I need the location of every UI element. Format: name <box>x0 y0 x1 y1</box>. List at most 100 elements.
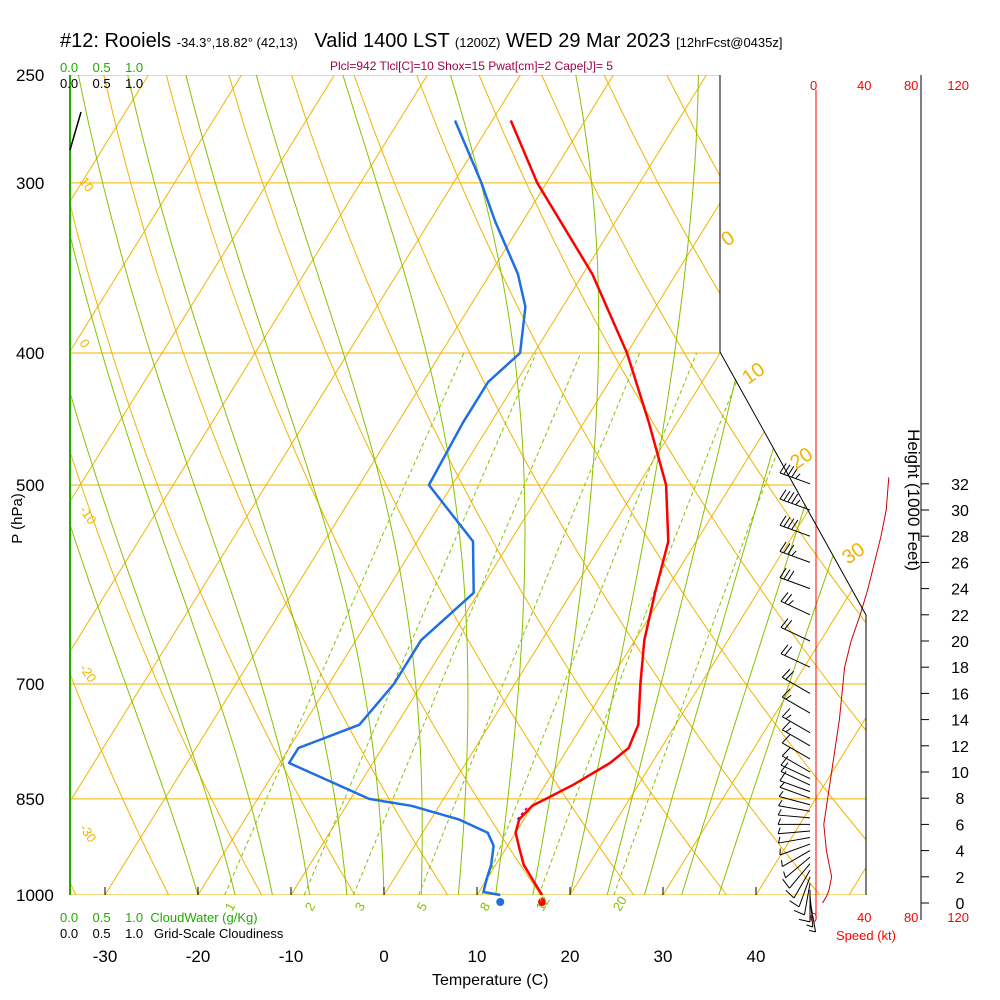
wind-barb <box>781 747 811 773</box>
wind-barb-staff <box>789 863 811 889</box>
wind-barb-staff <box>782 850 811 868</box>
wind-barb-feather <box>787 544 795 555</box>
dry-adiabat <box>70 75 356 895</box>
pressure-tick-label: 250 <box>16 66 44 85</box>
wind-barb <box>780 618 811 642</box>
wind-barb <box>781 668 811 694</box>
wind-barb-staff <box>780 600 811 616</box>
speed-label: Speed (kt) <box>836 928 896 943</box>
height-tick-label: 14 <box>951 713 969 730</box>
wind-barb-feather <box>780 618 789 628</box>
height-tick-label: 20 <box>951 634 969 651</box>
wind-barb-feather <box>785 889 795 899</box>
wind-barb <box>781 688 811 714</box>
wind-barb-feather <box>798 918 811 923</box>
wind-barb <box>782 863 811 889</box>
height-tick-label: 18 <box>951 660 969 677</box>
isotherm-line <box>662 75 866 895</box>
wind-barb-feather <box>795 473 801 479</box>
wind-barb-feather <box>789 900 800 908</box>
height-tick-label: 26 <box>951 555 969 572</box>
height-tick-label: 8 <box>956 791 965 808</box>
wind-barb-feather <box>806 924 813 928</box>
isotherm-line <box>70 75 242 895</box>
cloudwater-top-scale: 0.0 0.5 1.0 <box>60 60 144 75</box>
wind-barb-staff <box>779 780 811 793</box>
wind-barb-feather <box>791 550 797 557</box>
wind-barb-feather <box>783 569 791 580</box>
valid-date: WED 29 Mar 2023 <box>505 30 671 52</box>
moist-adiabat <box>342 75 469 895</box>
pressure-tick-label: 300 <box>16 174 44 193</box>
height-axis-label: Height (1000 Feet) <box>903 429 923 571</box>
wind-barb <box>777 818 810 825</box>
moist-adiabat <box>70 75 273 895</box>
wind-barb-staff <box>785 856 811 879</box>
temperature-tick-label: 20 <box>561 947 580 966</box>
wind-barb-feather <box>781 860 783 867</box>
wind-barb-staff <box>778 830 811 835</box>
moist-adiabat <box>77 75 311 895</box>
dry-adiabat <box>228 75 635 895</box>
wind-barb-feather <box>779 541 787 552</box>
isotherm-line <box>290 75 800 895</box>
wind-barb <box>781 721 811 747</box>
wind-barb-staff <box>780 653 811 668</box>
wind-barb-feather <box>779 515 787 526</box>
height-tick-label: 10 <box>951 765 969 782</box>
isotherm-line <box>104 75 614 895</box>
mixing-ratio-label: 5 <box>414 900 431 914</box>
mixing-ratio-label: 3 <box>352 900 369 914</box>
wind-barb <box>778 791 811 806</box>
wind-barb-feather <box>784 593 793 604</box>
valid-time: Valid 1400 LST <box>314 30 450 52</box>
height-tick-label: 28 <box>951 529 969 546</box>
dry-adiabat <box>980 75 1000 895</box>
pressure-tick-label: 400 <box>16 344 44 363</box>
temperature-tick-label: -30 <box>93 947 118 966</box>
wind-barb-feather <box>784 620 793 630</box>
wind-barbs <box>777 463 817 933</box>
wind-barb <box>777 809 811 819</box>
wind-barb <box>781 708 811 734</box>
mixing-ratio-label: 20 <box>610 893 630 913</box>
temperature-tick-label: 40 <box>747 947 766 966</box>
mixing-ratio-line <box>538 352 749 895</box>
temperature-profile <box>509 120 670 896</box>
wind-barb <box>777 836 811 844</box>
wind-barb-feather <box>780 755 789 766</box>
wind-barb-feather <box>783 871 786 878</box>
moist-adiabat <box>70 75 199 895</box>
wind-barb-staff <box>782 716 811 734</box>
wind-barb <box>781 734 811 760</box>
wind-barb-feather <box>777 836 781 844</box>
y-axis-label: P (hPa) <box>8 493 26 544</box>
mixing-ratio-label: 12 <box>533 893 553 913</box>
isotherm-line <box>70 75 335 895</box>
theta-label: 10 <box>738 358 769 389</box>
wind-barb-staff <box>778 814 811 819</box>
height-tick-label: 12 <box>951 739 969 756</box>
wind-barb <box>793 883 811 916</box>
cloud-marker <box>69 111 82 151</box>
wind-barb-staff <box>778 795 811 806</box>
cloudwater-bottom-scale: 0.0 0.5 1.0 CloudWater (g/Kg) <box>60 910 258 925</box>
theta-label: 30 <box>838 538 869 569</box>
wind-barb-staff <box>779 786 811 799</box>
wind-barb-staff <box>779 577 811 590</box>
station-coords: -34.3°,18.82° (42,13) <box>176 35 298 50</box>
wind-barb-staff <box>803 883 811 915</box>
wind-barb-feather <box>785 670 794 680</box>
moist-adiabat <box>450 75 526 895</box>
speed-bottom-scale: 0 40 80 120 <box>810 910 970 925</box>
isotherm-line <box>476 75 866 895</box>
wind-barb-feather <box>791 493 799 504</box>
wind-barb-feather <box>781 734 791 744</box>
theta-label: 0 <box>717 227 739 251</box>
surface-temperature-dot <box>538 898 547 906</box>
wind-barb-feather <box>787 465 795 476</box>
wind-barb-feather <box>791 467 799 478</box>
wind-barb-feather <box>783 516 791 527</box>
wind-barb-feather <box>783 543 791 554</box>
